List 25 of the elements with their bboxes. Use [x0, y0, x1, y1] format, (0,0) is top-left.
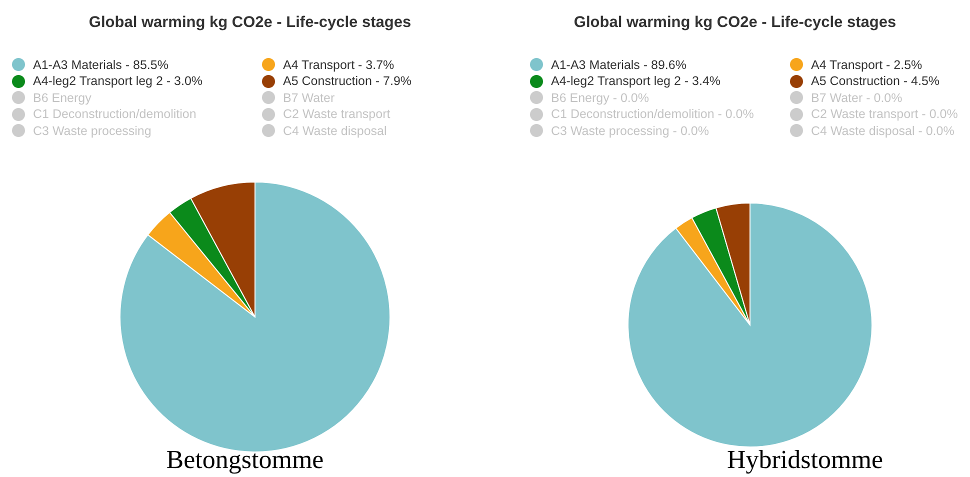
legend-label: B7 Water	[283, 90, 335, 105]
legend-label: B6 Energy - 0.0%	[551, 90, 649, 105]
legend-label: C4 Waste disposal - 0.0%	[811, 124, 954, 138]
legend-label: A4 Transport - 3.7%	[283, 58, 394, 72]
legend-label: C2 Waste transport - 0.0%	[811, 107, 958, 122]
legend-label: A4 Transport - 2.5%	[811, 58, 922, 72]
legend-label: B7 Water - 0.0%	[811, 90, 902, 105]
legend-label: C4 Waste disposal	[283, 124, 387, 138]
legend-label: A5 Construction - 7.9%	[283, 74, 412, 88]
text: Hybridstomme	[726, 445, 884, 475]
legend-label: C3 Waste processing	[33, 124, 152, 138]
text: Betongstomme	[165, 445, 325, 475]
chart-title: Global warming kg CO2e - Life-cycle stages	[572, 14, 898, 32]
legend-label: A1-A3 Materials - 89.6%	[551, 58, 686, 72]
legend-label: C3 Waste processing - 0.0%	[551, 124, 709, 138]
legend-label: A5 Construction - 4.5%	[811, 74, 940, 88]
legend-label: A4-leg2 Transport leg 2 - 3.4%	[551, 74, 721, 88]
legend-label: B6 Energy	[33, 90, 92, 105]
legend-label: A4-leg2 Transport leg 2 - 3.0%	[33, 74, 203, 88]
chart-title: Global warming kg CO2e - Life-cycle stages	[88, 14, 412, 32]
legend-label: C1 Deconstruction/demolition	[33, 107, 196, 122]
legend-label: A1-A3 Materials - 85.5%	[33, 58, 168, 72]
legend-label: C1 Deconstruction/demolition - 0.0%	[551, 107, 754, 122]
pie-slice	[628, 202, 872, 448]
legend-label: C2 Waste transport	[283, 107, 390, 122]
